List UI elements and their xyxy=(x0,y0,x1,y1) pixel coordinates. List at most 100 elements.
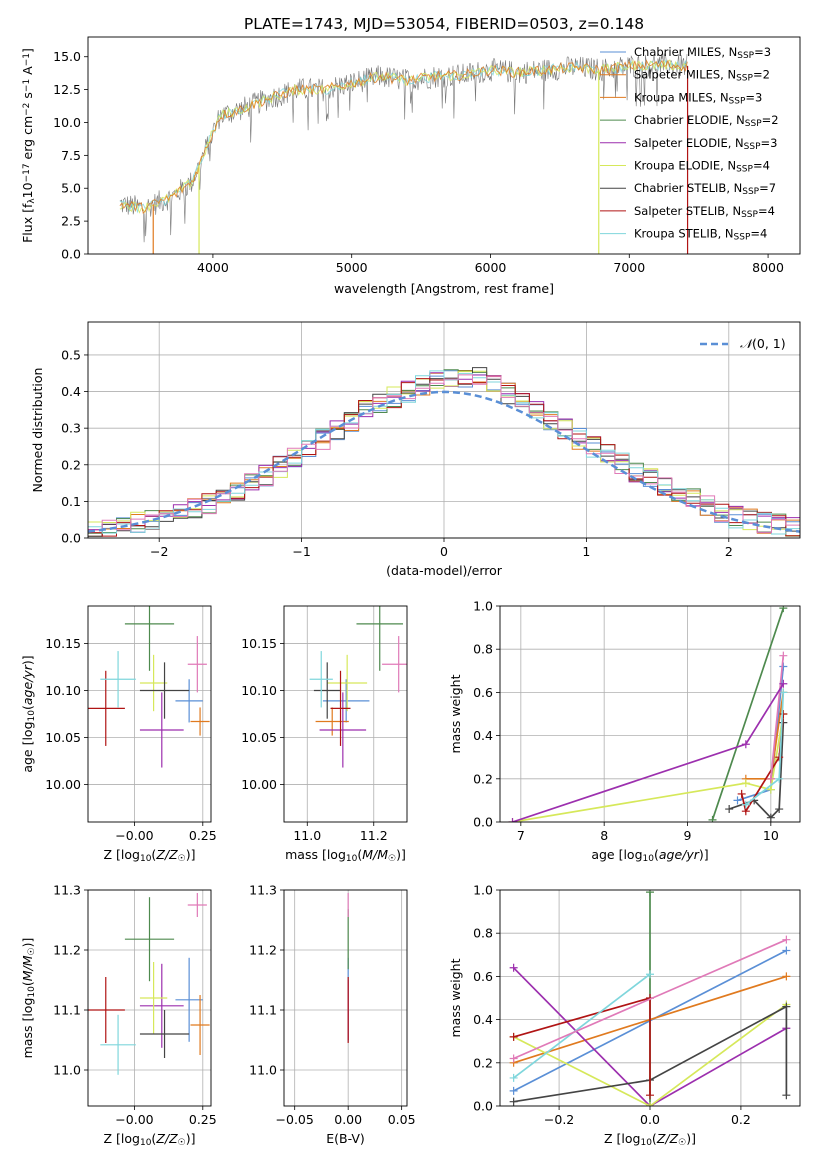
series-marker xyxy=(509,1086,518,1095)
series-line xyxy=(513,1003,787,1106)
series-marker xyxy=(782,946,791,955)
x-tick-label: 0.25 xyxy=(189,828,217,843)
x-tick-label: 11.0 xyxy=(293,828,321,843)
y-axis-label: mass weight xyxy=(448,958,463,1037)
legend: Chabrier MILES, NSSP=3 Salpeter MILES, NS… xyxy=(600,45,779,243)
histogram-step-line xyxy=(88,374,800,534)
series-marker xyxy=(509,1073,518,1082)
series-marker xyxy=(779,606,788,613)
plot-area xyxy=(88,893,210,1075)
axes-frame xyxy=(87,36,801,255)
panel-mass-vs-ebv: −0.05 0.00 0.05 11.0 11.1 11.2 11.3 E(B-V) xyxy=(249,883,415,1147)
x-axis-label: (data-model)/error xyxy=(386,563,503,578)
x-axis-label: Z [log10(Z/Z☉)] xyxy=(604,1131,696,1148)
y-tick-label: 0.8 xyxy=(473,642,493,657)
legend-label: Salpeter ELODIE, NSSP=3 xyxy=(634,136,777,152)
figure-title: PLATE=1743, MJD=53054, FIBERID=0503, z=0… xyxy=(244,15,644,33)
x-tick-label: 2 xyxy=(725,544,733,559)
y-tick-label: 0.1 xyxy=(61,494,81,509)
series-marker xyxy=(741,800,750,809)
plot-area xyxy=(88,367,800,537)
legend: 𝒩(0, 1) xyxy=(700,336,786,351)
y-tick-label: 0.0 xyxy=(473,815,493,830)
series-marker xyxy=(737,789,746,798)
y-tick-label: 10.00 xyxy=(241,777,277,792)
series-marker xyxy=(779,662,788,671)
y-tick-label: 10.00 xyxy=(45,777,81,792)
panel-weight-vs-z: −0.2 0.0 0.2 0.0 0.2 0.4 0.6 0.8 1.0 Z [log10(Z/Z… xyxy=(448,883,801,1148)
y-tick-label: 10.10 xyxy=(45,683,81,698)
series-marker xyxy=(725,805,734,814)
y-tick-label: 0.2 xyxy=(473,1055,493,1070)
y-axis-label: age [log10(age/yr)] xyxy=(20,655,37,772)
x-axis-label: wavelength [Angstrom, rest frame] xyxy=(334,281,554,296)
x-tick-label: 1 xyxy=(582,544,590,559)
y-tick-label: 11.0 xyxy=(53,1063,81,1078)
panel-weight-vs-age: 7 8 9 10 0.0 0.2 0.4 0.6 0.8 1.0 age [log10(age/yr… xyxy=(448,599,801,864)
x-tick-label: 10 xyxy=(763,828,779,843)
x-axis-label: Z [log10(Z/Z☉)] xyxy=(104,1131,196,1148)
x-tick-label: 7 xyxy=(517,828,525,843)
series-marker xyxy=(775,774,784,783)
y-tick-label: 5.0 xyxy=(61,181,81,196)
histogram-step-line xyxy=(88,370,800,537)
y-tick-label: 10.15 xyxy=(45,636,81,651)
y-tick-label: 1.0 xyxy=(473,883,493,898)
x-tick-label: 9 xyxy=(684,828,692,843)
axes-frame xyxy=(87,321,801,539)
x-tick-label: 0 xyxy=(440,544,448,559)
axes-frame xyxy=(499,605,801,823)
y-tick-label: 10.0 xyxy=(53,115,81,130)
legend-label: Chabrier STELIB, NSSP=7 xyxy=(634,181,776,197)
x-tick-label: −2 xyxy=(150,544,168,559)
x-tick-label: −0.2 xyxy=(544,1112,574,1127)
x-tick-label: 0.00 xyxy=(334,1112,362,1127)
series-marker xyxy=(508,818,517,822)
y-axis-label: mass [log10(M/M☉)] xyxy=(20,938,37,1059)
y-tick-label: 11.2 xyxy=(53,943,81,958)
y-tick-label: 10.15 xyxy=(241,636,277,651)
y-tick-label: 0.6 xyxy=(473,685,493,700)
series-line xyxy=(711,607,785,821)
y-tick-label: 0.5 xyxy=(61,347,81,362)
y-tick-label: 11.1 xyxy=(53,1003,81,1018)
plot-area xyxy=(88,606,210,768)
axes-frame xyxy=(499,889,801,1107)
y-tick-label: 0.4 xyxy=(473,728,493,743)
series-marker xyxy=(646,970,654,979)
axes-frame xyxy=(87,605,212,823)
series-marker xyxy=(779,688,788,697)
series-marker xyxy=(646,1091,654,1100)
y-tick-label: 0.2 xyxy=(473,771,493,786)
y-tick-label: 11.3 xyxy=(53,883,81,898)
y-tick-label: 12.5 xyxy=(53,82,81,97)
y-tick-label: 2.5 xyxy=(61,214,81,229)
series-marker xyxy=(646,1102,654,1106)
series-line xyxy=(513,938,787,1060)
x-tick-label: 0.05 xyxy=(388,1112,416,1127)
y-tick-label: 10.10 xyxy=(241,683,277,698)
series-marker xyxy=(708,815,717,822)
x-tick-label: 0.25 xyxy=(189,1112,217,1127)
y-tick-label: 15.0 xyxy=(53,49,81,64)
y-tick-label: 10.05 xyxy=(241,730,277,745)
series-marker xyxy=(509,1032,518,1041)
x-tick-label: −1 xyxy=(292,544,310,559)
x-tick-label: 4000 xyxy=(197,260,229,275)
y-axis-label: mass weight xyxy=(448,674,463,753)
x-tick-label: 0.2 xyxy=(731,1112,751,1127)
y-tick-label: 11.0 xyxy=(249,1063,277,1078)
x-axis-label: E(B-V) xyxy=(326,1131,365,1146)
spectrum-observed-line xyxy=(119,53,688,243)
y-tick-label: 0.2 xyxy=(61,457,81,472)
plot-area xyxy=(119,53,689,254)
series-marker xyxy=(509,1097,518,1106)
series-line xyxy=(513,1005,788,1103)
y-tick-label: 0.8 xyxy=(473,926,493,941)
series-marker xyxy=(766,813,775,822)
x-tick-label: −0.00 xyxy=(115,828,153,843)
legend-label: Kroupa MILES, NSSP=3 xyxy=(634,90,762,106)
y-tick-label: 11.1 xyxy=(249,1003,277,1018)
histogram-step-line xyxy=(88,370,800,535)
